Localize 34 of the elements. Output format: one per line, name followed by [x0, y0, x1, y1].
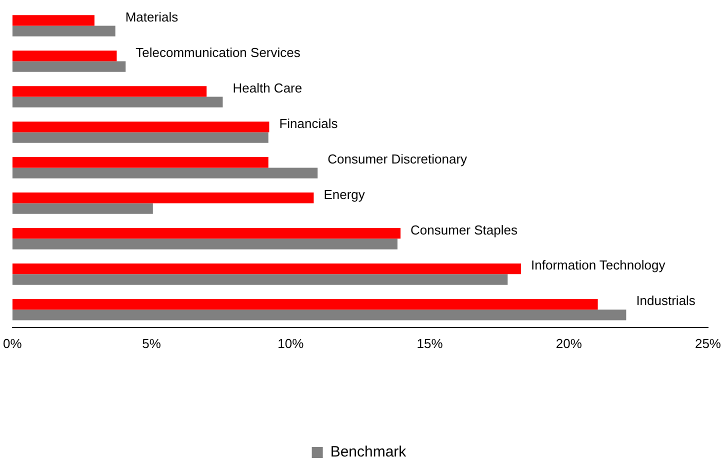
- x-tick-label: 20%: [556, 336, 582, 351]
- bar: [12, 96, 223, 108]
- y-tick-label: Materials: [125, 9, 179, 24]
- bar: [12, 86, 207, 97]
- bar: [12, 132, 268, 143]
- bar: [12, 203, 153, 214]
- y-tick-label: Telecommunication Services: [136, 44, 301, 60]
- bar: [12, 238, 398, 250]
- bar: [12, 122, 270, 132]
- y-tick-label: Consumer Discretionary: [328, 151, 468, 166]
- bar: [12, 310, 626, 320]
- bar: [12, 26, 116, 36]
- bar: [12, 15, 94, 26]
- bar: [12, 61, 126, 72]
- x-tick-label: 0%: [2, 336, 22, 351]
- bar: [12, 50, 117, 62]
- x-tick-label: 25%: [694, 336, 722, 351]
- bar: [12, 299, 598, 310]
- bar: [12, 264, 522, 274]
- y-tick-label: Consumer Staples: [410, 222, 518, 238]
- y-tick-label: Financials: [279, 116, 338, 131]
- x-tick-label: 10%: [278, 336, 304, 351]
- y-tick-label: Energy: [324, 186, 366, 202]
- legend-label: Benchmark: [330, 444, 407, 461]
- y-tick-label: Health Care: [232, 80, 302, 96]
- bar: [12, 157, 268, 168]
- bar: [12, 228, 401, 239]
- x-tick-label: 5%: [142, 336, 162, 351]
- x-tick-label: 15%: [416, 336, 444, 351]
- bar: [12, 192, 314, 204]
- y-tick-label: Information Technology: [531, 258, 666, 273]
- bar: [12, 168, 318, 178]
- y-tick-label: Industrials: [636, 293, 696, 308]
- bar: [12, 274, 508, 285]
